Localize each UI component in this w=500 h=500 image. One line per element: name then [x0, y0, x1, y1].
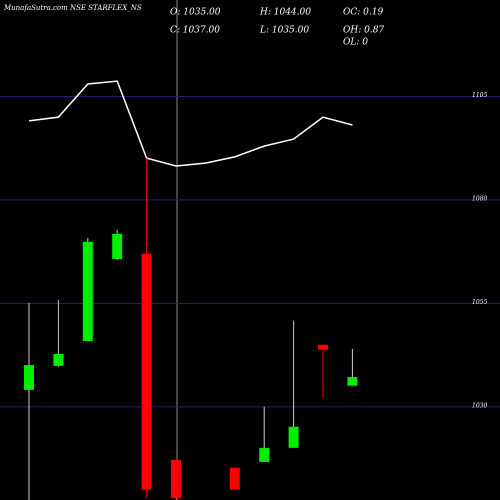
candle-body: [171, 459, 181, 498]
candle-body: [24, 365, 34, 390]
y-tick-label: 1105: [472, 92, 487, 99]
candle-body: [259, 447, 270, 462]
candle-body: [288, 426, 299, 448]
ohlc-info: C: 1037.00: [170, 26, 220, 36]
candle-body: [141, 253, 152, 490]
candle-body: [53, 353, 64, 366]
ohlc-info: H: 1044.00: [259, 8, 311, 18]
ohlc-info: OH: 0.87: [343, 26, 384, 36]
ohlc-info: O: 1035.00: [170, 8, 221, 18]
ohlc-info: OC: 0.19: [343, 8, 383, 18]
candle-body: [82, 241, 93, 342]
candle-body: [318, 344, 328, 350]
candle-body: [112, 233, 123, 260]
y-tick-label: 1055: [472, 299, 487, 306]
ma-line: [28, 80, 353, 167]
y-tick-label: 1030: [472, 402, 487, 409]
y-tick-label: 1080: [472, 195, 487, 202]
chart-title: MunafaSutra.com NSE STARFLEX_NS: [3, 4, 142, 12]
candle-body: [229, 467, 240, 490]
candle-body: [347, 377, 358, 386]
ohlc-info: L: 1035.00: [259, 26, 309, 36]
ohlc-info: OL: 0: [343, 38, 368, 48]
